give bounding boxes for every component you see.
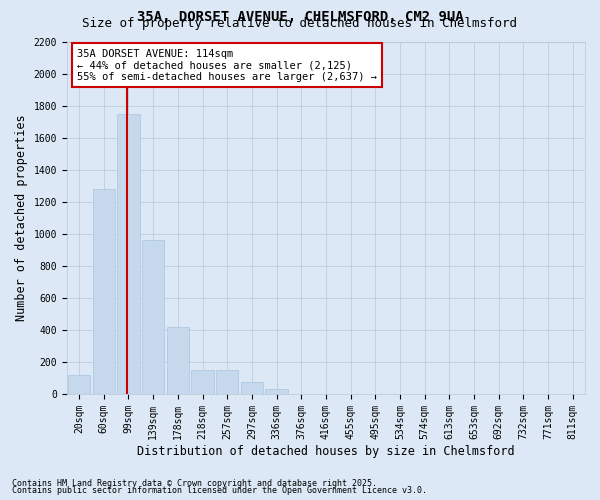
Y-axis label: Number of detached properties: Number of detached properties [15,114,28,321]
Bar [191,370,214,394]
Bar [241,382,263,394]
Text: 35A, DORSET AVENUE, CHELMSFORD, CM2 9UA: 35A, DORSET AVENUE, CHELMSFORD, CM2 9UA [137,10,463,24]
Bar [92,189,115,394]
Bar [118,114,140,394]
Bar [142,240,164,394]
Text: Size of property relative to detached houses in Chelmsford: Size of property relative to detached ho… [83,18,517,30]
Text: Contains HM Land Registry data © Crown copyright and database right 2025.: Contains HM Land Registry data © Crown c… [12,478,377,488]
Bar [167,326,189,394]
Bar [68,374,90,394]
Bar [216,370,238,394]
Text: 35A DORSET AVENUE: 114sqm
← 44% of detached houses are smaller (2,125)
55% of se: 35A DORSET AVENUE: 114sqm ← 44% of detac… [77,48,377,82]
Text: Contains public sector information licensed under the Open Government Licence v3: Contains public sector information licen… [12,486,427,495]
Bar [265,389,287,394]
X-axis label: Distribution of detached houses by size in Chelmsford: Distribution of detached houses by size … [137,444,515,458]
